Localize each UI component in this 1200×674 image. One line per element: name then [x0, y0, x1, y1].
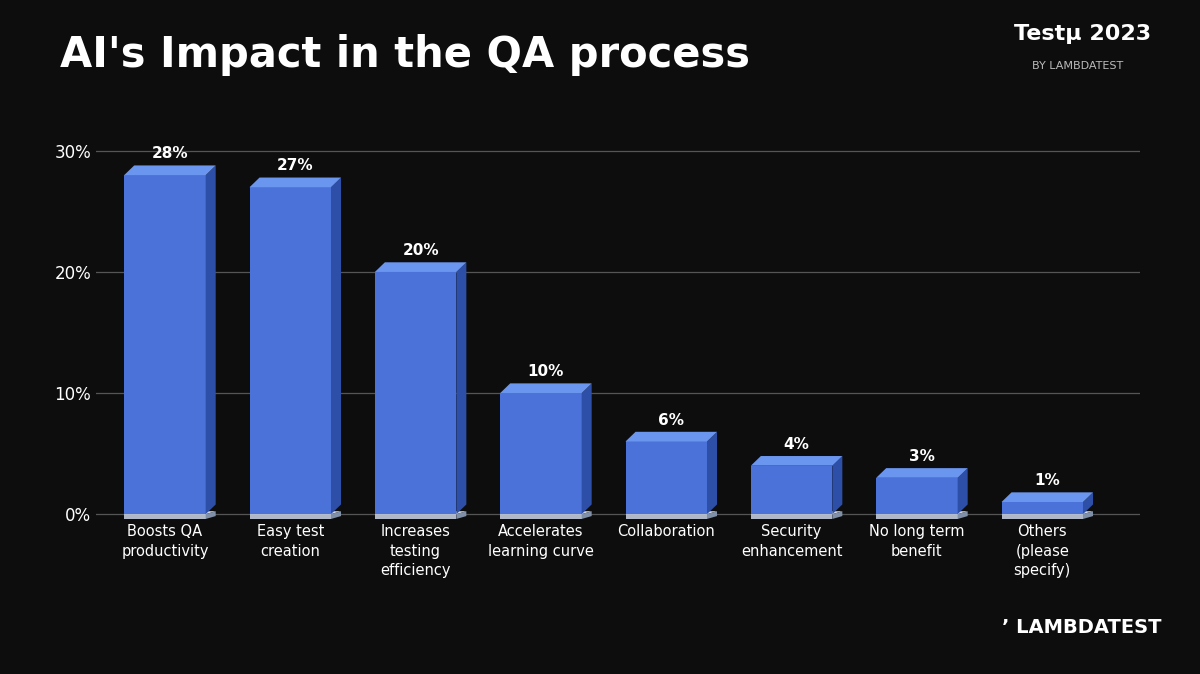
- Polygon shape: [582, 512, 592, 519]
- Polygon shape: [707, 432, 718, 514]
- Bar: [500, 514, 582, 519]
- Polygon shape: [250, 512, 341, 514]
- Text: Testμ 2023: Testμ 2023: [1014, 24, 1151, 44]
- Bar: [1002, 502, 1082, 514]
- Text: 6%: 6%: [659, 412, 684, 427]
- Bar: [374, 514, 456, 519]
- Polygon shape: [1082, 512, 1093, 519]
- Bar: [124, 175, 205, 514]
- Polygon shape: [456, 262, 467, 514]
- Polygon shape: [751, 512, 842, 514]
- Polygon shape: [124, 165, 216, 175]
- Bar: [124, 514, 205, 519]
- Polygon shape: [250, 177, 341, 187]
- Polygon shape: [751, 456, 842, 466]
- Text: BY LAMBDATEST: BY LAMBDATEST: [1032, 61, 1123, 71]
- Polygon shape: [374, 262, 467, 272]
- Bar: [625, 514, 707, 519]
- Polygon shape: [124, 512, 216, 514]
- Polygon shape: [625, 432, 718, 441]
- Polygon shape: [876, 468, 967, 478]
- Polygon shape: [582, 384, 592, 514]
- Polygon shape: [500, 384, 592, 393]
- Polygon shape: [374, 512, 467, 514]
- Polygon shape: [331, 177, 341, 514]
- Bar: [250, 187, 331, 514]
- Polygon shape: [1002, 512, 1093, 514]
- Polygon shape: [1082, 492, 1093, 514]
- Text: 4%: 4%: [784, 437, 810, 452]
- Polygon shape: [707, 512, 718, 519]
- Bar: [876, 514, 958, 519]
- Polygon shape: [958, 512, 967, 519]
- Text: 27%: 27%: [277, 158, 313, 173]
- Text: 28%: 28%: [151, 146, 188, 161]
- Text: 10%: 10%: [528, 364, 564, 379]
- Text: 1%: 1%: [1034, 473, 1060, 488]
- Bar: [250, 514, 331, 519]
- Bar: [751, 466, 833, 514]
- Polygon shape: [833, 512, 842, 519]
- Bar: [1002, 514, 1082, 519]
- Polygon shape: [876, 512, 967, 514]
- Bar: [751, 514, 833, 519]
- Polygon shape: [500, 512, 592, 514]
- Text: AI's Impact in the QA process: AI's Impact in the QA process: [60, 34, 750, 75]
- Polygon shape: [205, 512, 216, 519]
- Text: ’ LAMBDATEST: ’ LAMBDATEST: [1002, 618, 1162, 637]
- Polygon shape: [1002, 492, 1093, 502]
- Bar: [625, 441, 707, 514]
- Polygon shape: [205, 165, 216, 514]
- Text: 3%: 3%: [908, 449, 935, 464]
- Polygon shape: [958, 468, 967, 514]
- Text: 20%: 20%: [402, 243, 439, 258]
- Bar: [374, 272, 456, 514]
- Polygon shape: [456, 512, 467, 519]
- Polygon shape: [833, 456, 842, 514]
- Polygon shape: [625, 512, 718, 514]
- Bar: [876, 478, 958, 514]
- Polygon shape: [331, 512, 341, 519]
- Bar: [500, 393, 582, 514]
